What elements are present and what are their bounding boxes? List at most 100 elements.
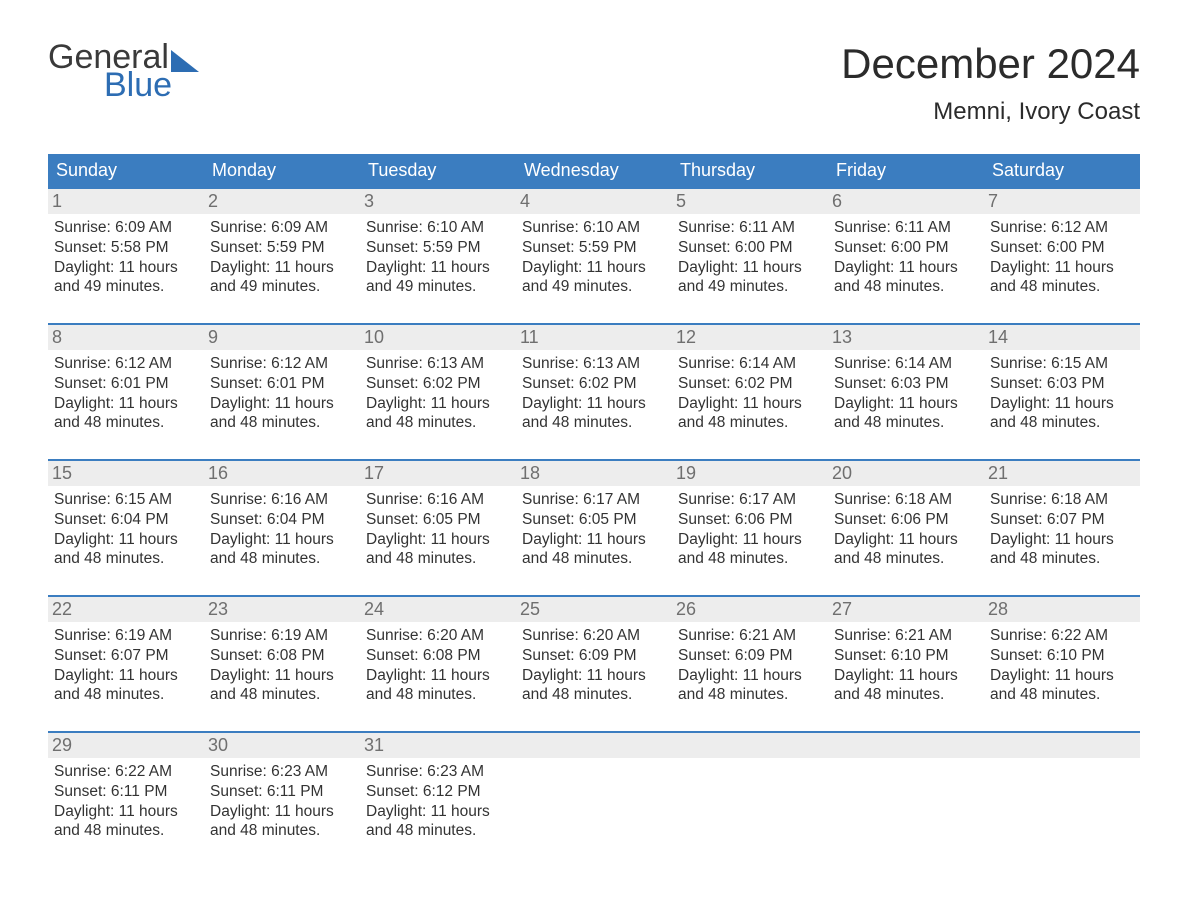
day-daylight2: and 48 minutes. [210, 549, 354, 569]
day-details: Sunrise: 6:13 AMSunset: 6:02 PMDaylight:… [522, 354, 666, 433]
day-sunset: Sunset: 6:10 PM [834, 646, 978, 666]
day-details: Sunrise: 6:12 AMSunset: 6:00 PMDaylight:… [990, 218, 1134, 297]
dow-cell: Wednesday [516, 154, 672, 187]
day-details: Sunrise: 6:14 AMSunset: 6:03 PMDaylight:… [834, 354, 978, 433]
day-cell: 31Sunrise: 6:23 AMSunset: 6:12 PMDayligh… [360, 733, 516, 851]
day-details: Sunrise: 6:18 AMSunset: 6:07 PMDaylight:… [990, 490, 1134, 569]
day-daylight1: Daylight: 11 hours [834, 394, 978, 414]
day-details: Sunrise: 6:10 AMSunset: 5:59 PMDaylight:… [366, 218, 510, 297]
day-daylight2: and 49 minutes. [54, 277, 198, 297]
day-daylight2: and 48 minutes. [366, 685, 510, 705]
day-number: . [828, 733, 984, 758]
day-cell: 20Sunrise: 6:18 AMSunset: 6:06 PMDayligh… [828, 461, 984, 579]
day-cell: 28Sunrise: 6:22 AMSunset: 6:10 PMDayligh… [984, 597, 1140, 715]
day-cell: 16Sunrise: 6:16 AMSunset: 6:04 PMDayligh… [204, 461, 360, 579]
day-daylight2: and 48 minutes. [54, 549, 198, 569]
day-daylight1: Daylight: 11 hours [366, 394, 510, 414]
day-sunrise: Sunrise: 6:10 AM [522, 218, 666, 238]
day-sunset: Sunset: 6:09 PM [678, 646, 822, 666]
day-daylight1: Daylight: 11 hours [522, 394, 666, 414]
day-details: Sunrise: 6:13 AMSunset: 6:02 PMDaylight:… [366, 354, 510, 433]
days-of-week-header: SundayMondayTuesdayWednesdayThursdayFrid… [48, 154, 1140, 187]
day-number: . [516, 733, 672, 758]
day-number: 3 [360, 189, 516, 214]
day-daylight1: Daylight: 11 hours [678, 394, 822, 414]
logo-sail-icon [171, 50, 199, 72]
day-daylight2: and 49 minutes. [678, 277, 822, 297]
day-sunrise: Sunrise: 6:14 AM [834, 354, 978, 374]
day-sunset: Sunset: 6:06 PM [678, 510, 822, 530]
day-sunrise: Sunrise: 6:22 AM [990, 626, 1134, 646]
day-daylight2: and 48 minutes. [522, 549, 666, 569]
day-details: Sunrise: 6:19 AMSunset: 6:08 PMDaylight:… [210, 626, 354, 705]
day-sunset: Sunset: 6:10 PM [990, 646, 1134, 666]
day-sunrise: Sunrise: 6:22 AM [54, 762, 198, 782]
day-daylight1: Daylight: 11 hours [54, 530, 198, 550]
calendar: SundayMondayTuesdayWednesdayThursdayFrid… [48, 154, 1140, 851]
day-cell: 2Sunrise: 6:09 AMSunset: 5:59 PMDaylight… [204, 189, 360, 307]
day-daylight1: Daylight: 11 hours [834, 530, 978, 550]
day-daylight1: Daylight: 11 hours [678, 530, 822, 550]
header: General Blue December 2024 Memni, Ivory … [48, 40, 1140, 126]
day-sunset: Sunset: 6:05 PM [522, 510, 666, 530]
day-cell: . [516, 733, 672, 851]
day-daylight2: and 48 minutes. [522, 413, 666, 433]
week-row: 22Sunrise: 6:19 AMSunset: 6:07 PMDayligh… [48, 595, 1140, 715]
location-title: Memni, Ivory Coast [841, 98, 1140, 126]
day-number: . [984, 733, 1140, 758]
day-sunset: Sunset: 6:00 PM [678, 238, 822, 258]
day-daylight2: and 48 minutes. [366, 821, 510, 841]
day-daylight1: Daylight: 11 hours [210, 530, 354, 550]
day-cell: 1Sunrise: 6:09 AMSunset: 5:58 PMDaylight… [48, 189, 204, 307]
day-number: 10 [360, 325, 516, 350]
day-number: 13 [828, 325, 984, 350]
day-daylight2: and 48 minutes. [210, 413, 354, 433]
day-cell: 12Sunrise: 6:14 AMSunset: 6:02 PMDayligh… [672, 325, 828, 443]
day-sunrise: Sunrise: 6:12 AM [54, 354, 198, 374]
day-cell: 5Sunrise: 6:11 AMSunset: 6:00 PMDaylight… [672, 189, 828, 307]
day-sunset: Sunset: 6:11 PM [54, 782, 198, 802]
day-details: Sunrise: 6:10 AMSunset: 5:59 PMDaylight:… [522, 218, 666, 297]
day-sunset: Sunset: 6:07 PM [990, 510, 1134, 530]
day-details: Sunrise: 6:20 AMSunset: 6:08 PMDaylight:… [366, 626, 510, 705]
day-sunrise: Sunrise: 6:12 AM [990, 218, 1134, 238]
day-daylight1: Daylight: 11 hours [54, 394, 198, 414]
day-daylight1: Daylight: 11 hours [522, 530, 666, 550]
day-sunrise: Sunrise: 6:18 AM [990, 490, 1134, 510]
day-daylight2: and 48 minutes. [366, 549, 510, 569]
day-sunset: Sunset: 6:04 PM [54, 510, 198, 530]
day-daylight1: Daylight: 11 hours [990, 530, 1134, 550]
day-details: Sunrise: 6:19 AMSunset: 6:07 PMDaylight:… [54, 626, 198, 705]
day-sunset: Sunset: 5:59 PM [366, 238, 510, 258]
week-row: 15Sunrise: 6:15 AMSunset: 6:04 PMDayligh… [48, 459, 1140, 579]
day-number: 31 [360, 733, 516, 758]
day-details: Sunrise: 6:11 AMSunset: 6:00 PMDaylight:… [678, 218, 822, 297]
day-cell: 22Sunrise: 6:19 AMSunset: 6:07 PMDayligh… [48, 597, 204, 715]
day-number: 21 [984, 461, 1140, 486]
day-daylight1: Daylight: 11 hours [210, 802, 354, 822]
day-cell: 17Sunrise: 6:16 AMSunset: 6:05 PMDayligh… [360, 461, 516, 579]
day-sunset: Sunset: 6:08 PM [366, 646, 510, 666]
day-sunset: Sunset: 6:00 PM [834, 238, 978, 258]
day-daylight1: Daylight: 11 hours [678, 258, 822, 278]
week-row: 29Sunrise: 6:22 AMSunset: 6:11 PMDayligh… [48, 731, 1140, 851]
day-cell: 9Sunrise: 6:12 AMSunset: 6:01 PMDaylight… [204, 325, 360, 443]
day-daylight1: Daylight: 11 hours [54, 666, 198, 686]
day-details: Sunrise: 6:09 AMSunset: 5:59 PMDaylight:… [210, 218, 354, 297]
day-cell: 15Sunrise: 6:15 AMSunset: 6:04 PMDayligh… [48, 461, 204, 579]
dow-cell: Tuesday [360, 154, 516, 187]
day-daylight2: and 48 minutes. [990, 413, 1134, 433]
day-number: 12 [672, 325, 828, 350]
day-number: 19 [672, 461, 828, 486]
day-sunset: Sunset: 6:02 PM [522, 374, 666, 394]
day-sunset: Sunset: 6:01 PM [210, 374, 354, 394]
day-number: 9 [204, 325, 360, 350]
day-sunrise: Sunrise: 6:09 AM [210, 218, 354, 238]
day-daylight1: Daylight: 11 hours [366, 666, 510, 686]
day-sunrise: Sunrise: 6:17 AM [678, 490, 822, 510]
day-daylight1: Daylight: 11 hours [834, 666, 978, 686]
day-sunrise: Sunrise: 6:16 AM [210, 490, 354, 510]
dow-cell: Saturday [984, 154, 1140, 187]
day-details: Sunrise: 6:20 AMSunset: 6:09 PMDaylight:… [522, 626, 666, 705]
day-daylight2: and 48 minutes. [54, 821, 198, 841]
